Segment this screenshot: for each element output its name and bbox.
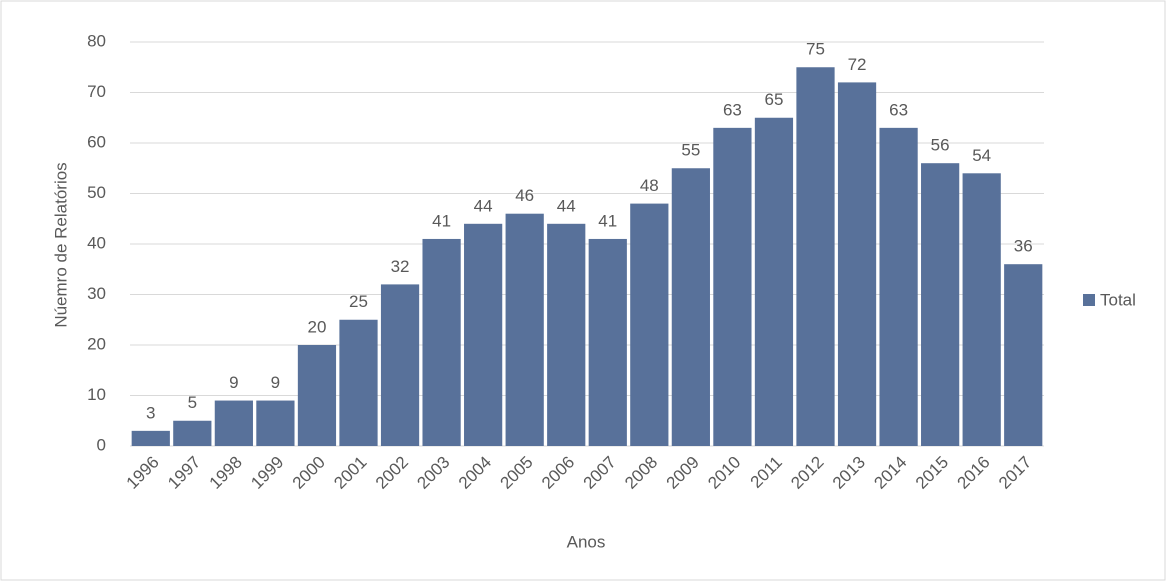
bar: [214, 400, 253, 446]
x-axis-title: Anos: [567, 532, 606, 551]
data-label: 9: [229, 373, 238, 392]
y-axis-title: Núemro de Relatórios: [51, 162, 70, 327]
data-label: 41: [432, 211, 451, 230]
bar: [713, 127, 752, 446]
data-label: 54: [972, 146, 991, 165]
bar: [754, 117, 794, 446]
data-label: 72: [848, 55, 867, 74]
bar: [297, 345, 337, 446]
bar: [256, 400, 295, 446]
bar: [339, 319, 378, 446]
data-label: 48: [640, 176, 659, 195]
y-tick-label: 30: [87, 284, 106, 303]
data-label: 63: [889, 100, 908, 119]
bar: [1004, 264, 1043, 446]
y-tick-label: 40: [87, 233, 106, 252]
bar: [879, 127, 918, 446]
data-label: 56: [931, 136, 950, 155]
data-label: 44: [474, 196, 493, 215]
bar: [464, 223, 503, 446]
y-tick-label: 0: [97, 435, 106, 454]
bar: [671, 168, 710, 446]
data-label: 20: [307, 317, 326, 336]
data-label: 9: [271, 373, 280, 392]
data-label: 5: [188, 393, 197, 412]
data-label: 36: [1014, 237, 1033, 256]
bar: [380, 284, 420, 446]
data-label: 75: [806, 40, 825, 59]
y-tick-label: 20: [87, 334, 106, 353]
bar: [837, 82, 877, 447]
data-label: 32: [391, 257, 410, 276]
bar: [588, 238, 627, 446]
bar: [921, 163, 960, 446]
y-tick-label: 50: [87, 183, 106, 202]
bar: [796, 67, 835, 446]
legend-label: Total: [1100, 290, 1136, 309]
data-label: 25: [349, 292, 368, 311]
data-label: 44: [557, 196, 576, 215]
bar: [962, 173, 1001, 447]
data-label: 63: [723, 100, 742, 119]
y-tick-label: 60: [87, 132, 106, 151]
bar: [131, 430, 170, 446]
bar: [173, 420, 212, 446]
bar: [630, 203, 669, 446]
y-tick-label: 80: [87, 31, 106, 50]
data-label: 3: [146, 403, 155, 422]
data-label: 46: [515, 186, 534, 205]
y-tick-label: 70: [87, 82, 106, 101]
data-label: 41: [598, 211, 617, 230]
bar: [422, 238, 461, 446]
legend-swatch: [1083, 294, 1095, 306]
bar: [505, 213, 544, 446]
data-label: 55: [681, 141, 700, 160]
bar: [547, 223, 586, 446]
data-label: 65: [764, 90, 783, 109]
y-tick-label: 10: [87, 385, 106, 404]
